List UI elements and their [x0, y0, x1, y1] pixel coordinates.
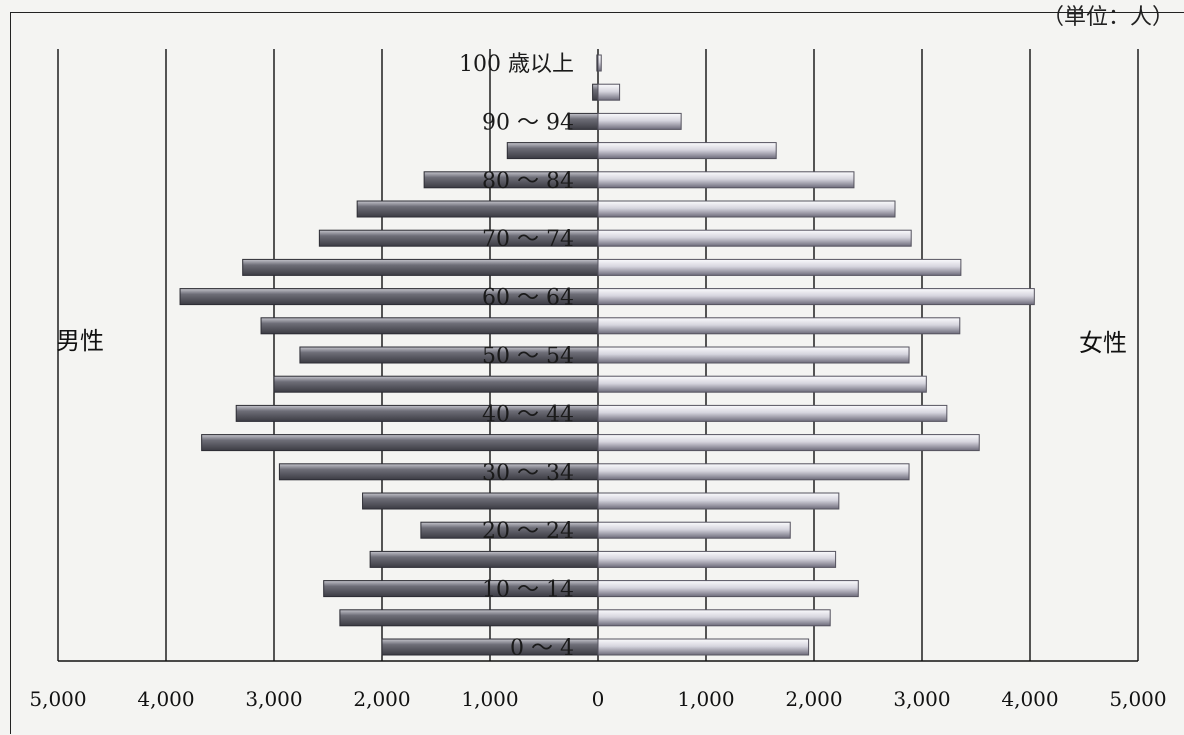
category-label: 20 ～ 24 — [482, 519, 574, 544]
bar-female — [597, 171, 855, 189]
x-tick-label: 2,000 — [785, 687, 842, 711]
x-tick-label: 2,000 — [353, 687, 410, 711]
bar-female — [597, 375, 927, 393]
bar-female — [597, 521, 791, 539]
category-label: 60 ～ 64 — [482, 286, 574, 311]
bar-female — [597, 288, 1035, 306]
x-tick-label: 4,000 — [1001, 687, 1058, 711]
bar-male — [356, 200, 599, 218]
bar-female — [597, 112, 682, 130]
x-tick-label: 4,000 — [137, 687, 194, 711]
bar-female — [597, 609, 831, 627]
category-label: 0 ～ 4 — [510, 636, 574, 661]
category-label: 40 ～ 44 — [482, 402, 574, 427]
category-label: 70 ～ 74 — [482, 227, 574, 252]
bar-female — [597, 463, 910, 481]
female-label: 女性 — [1079, 329, 1127, 357]
male-label: 男性 — [56, 327, 104, 355]
bar-male — [369, 550, 599, 568]
category-label: 50 ～ 54 — [482, 344, 574, 369]
x-tick-label: 1,000 — [461, 687, 518, 711]
category-label: 80 ～ 84 — [482, 169, 574, 194]
bar-male — [592, 83, 599, 101]
bar-female — [597, 54, 602, 72]
category-label: 10 ～ 14 — [482, 578, 574, 603]
bar-female — [597, 258, 962, 276]
bar-female — [597, 317, 961, 335]
bar-male — [260, 317, 599, 335]
bar-male — [506, 142, 599, 160]
category-label: 100 歳以上 — [459, 52, 574, 77]
population-pyramid-chart: 0 ～ 4 10 ～ 14 20 ～ 24 30 ～ 34 40 ～ 44 50 ～ 54… — [29, 49, 1167, 711]
bar-female — [597, 200, 896, 218]
bar-male — [201, 434, 599, 452]
bar-male — [242, 258, 599, 276]
bar-female — [597, 346, 910, 364]
x-tick-label: 1,000 — [677, 687, 734, 711]
x-tick-label: 0 — [592, 687, 605, 711]
bar-female — [597, 550, 837, 568]
x-tick-label: 3,000 — [245, 687, 302, 711]
bar-male — [273, 375, 599, 393]
bar-female — [597, 638, 810, 656]
chart-frame: （単位：人） 0 ～ 4 10 ～ 14 20 ～ 24 30 ～ 34 40 ～ 44… — [10, 5, 1184, 734]
category-label: 90 ～ 94 — [482, 110, 574, 135]
bar-female — [597, 229, 912, 247]
unit-note: （単位：人） — [1041, 5, 1174, 30]
bar-male — [339, 609, 599, 627]
bar-female — [597, 580, 859, 598]
bar-female — [597, 434, 980, 452]
x-tick-label: 5,000 — [1109, 687, 1166, 711]
x-tick-label: 3,000 — [893, 687, 950, 711]
bar-female — [597, 83, 621, 101]
bar-female — [597, 404, 948, 422]
bar-male — [362, 492, 599, 510]
bar-female — [597, 142, 777, 160]
bar-female — [597, 492, 840, 510]
x-tick-label: 5,000 — [29, 687, 86, 711]
category-label: 30 ～ 34 — [482, 461, 574, 486]
